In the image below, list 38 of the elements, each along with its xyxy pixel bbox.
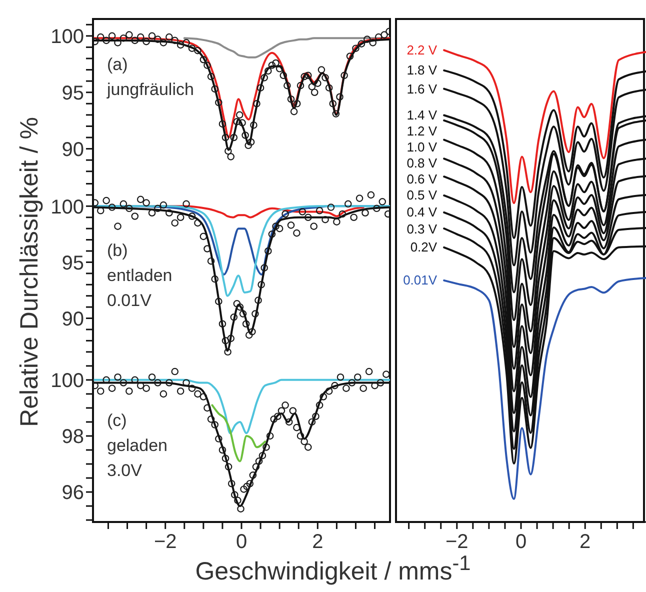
annotation: 0.01V (107, 290, 152, 312)
series-label: 0.6 V (406, 172, 438, 187)
x-tick-label: −2 (445, 531, 468, 553)
x-axis-title: Geschwindigkeit / mms$^{-1}$ (194, 552, 472, 586)
series-label: 1.4 V (406, 108, 438, 123)
y-tick-label: 100 (50, 26, 84, 48)
y-tick-label: 100 (50, 370, 84, 392)
series-label: 0.4 V (406, 204, 438, 220)
series-label: 1.2 V (406, 124, 438, 139)
x-tick-label: 0 (515, 531, 527, 553)
annotation: entladen (107, 265, 172, 287)
y-tick-label: 98 (62, 426, 84, 448)
annotation: (b) (107, 240, 129, 262)
series-label: 1.0 V (406, 140, 438, 155)
series-label: 0.01V (403, 272, 438, 288)
series-label: 1.8 V (406, 62, 438, 78)
x-tick-label: 2 (312, 531, 324, 553)
annotation: (c) (107, 410, 128, 432)
series-label: 2.2 V (406, 42, 438, 58)
x-tick-label: 0 (236, 531, 248, 553)
x-tick-label: 2 (580, 531, 591, 553)
annotation: geladen (107, 435, 168, 457)
y-tick-label: 95 (62, 252, 84, 274)
y-tick-label: 96 (62, 482, 84, 504)
annotation: (a) (107, 54, 129, 76)
x-tick-label: −2 (154, 531, 177, 553)
annotation: jungfräulich (107, 79, 194, 101)
y-tick-label: 90 (62, 138, 84, 161)
y-tick-label: 90 (62, 308, 84, 330)
series-label: 0.8 V (406, 156, 438, 171)
annotation: 3.0V (107, 460, 143, 482)
series-label: 0.3 V (406, 221, 438, 236)
series-label: 1.6 V (406, 81, 438, 96)
series-label: 0.2V (410, 240, 438, 255)
y-tick-label: 100 (50, 196, 84, 218)
series-label: 0.5 V (406, 188, 438, 203)
y-axis-title: Relative Durchlässigkeit / % (16, 117, 44, 427)
y-tick-label: 95 (62, 82, 84, 104)
